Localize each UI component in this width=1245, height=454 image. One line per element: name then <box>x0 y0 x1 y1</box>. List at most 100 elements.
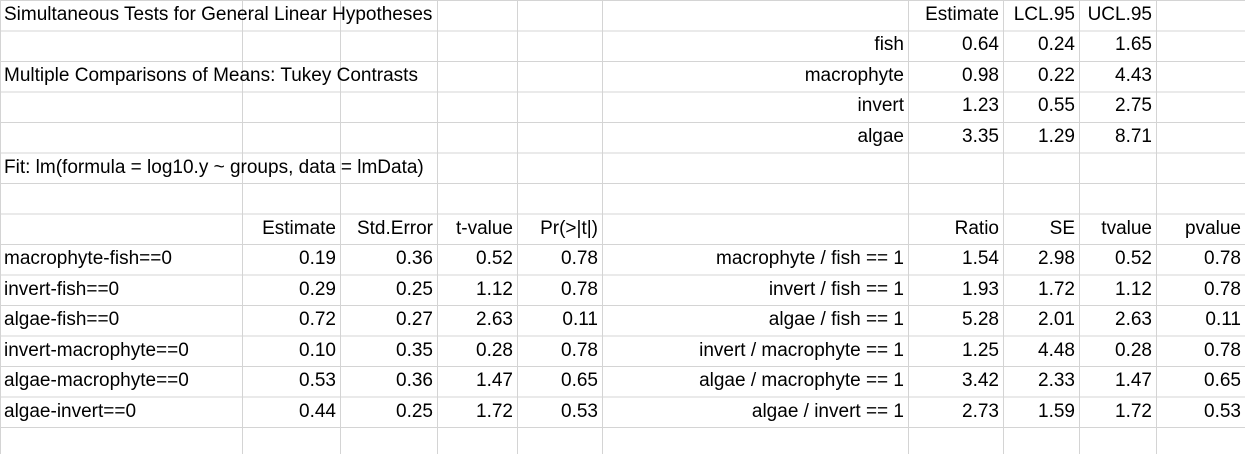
ci-row-estimate[interactable]: 3.35 <box>962 126 999 147</box>
ratio-row-ratio[interactable]: 1.25 <box>962 340 999 361</box>
tests-row-tvalue[interactable]: 1.47 <box>476 370 513 391</box>
tests-row-estimate[interactable]: 0.19 <box>299 248 336 269</box>
ratio-row-pvalue[interactable]: 0.78 <box>1204 279 1241 300</box>
ratio-header-pvalue[interactable]: pvalue <box>1185 218 1241 239</box>
ci-row-lcl[interactable]: 1.29 <box>1038 126 1075 147</box>
tests-row-tvalue[interactable]: 1.12 <box>476 279 513 300</box>
ratio-row-ratio[interactable]: 1.93 <box>962 279 999 300</box>
tests-row-label[interactable]: invert-macrophyte==0 <box>4 340 189 361</box>
ratio-row-tvalue[interactable]: 0.28 <box>1115 340 1152 361</box>
ratio-row-label[interactable]: invert / fish == 1 <box>768 279 904 300</box>
ratio-header-se[interactable]: SE <box>1049 218 1075 239</box>
ratio-row-label[interactable]: algae / macrophyte == 1 <box>699 370 904 391</box>
column-divider <box>437 0 438 454</box>
tests-row-stderror[interactable]: 0.35 <box>396 340 433 361</box>
ratio-row-se[interactable]: 2.98 <box>1038 248 1075 269</box>
ratio-row-se[interactable]: 1.59 <box>1038 401 1075 422</box>
tests-row-label[interactable]: invert-fish==0 <box>4 279 120 300</box>
title-cell[interactable]: Simultaneous Tests for General Linear Hy… <box>4 4 433 25</box>
subtitle-cell[interactable]: Multiple Comparisons of Means: Tukey Con… <box>4 65 418 86</box>
ci-row-ucl[interactable]: 8.71 <box>1115 126 1152 147</box>
ratio-row-ratio[interactable]: 5.28 <box>962 309 999 330</box>
ci-row-lcl[interactable]: 0.55 <box>1038 95 1075 116</box>
ci-row-label[interactable]: algae <box>857 126 905 147</box>
tests-row-stderror[interactable]: 0.36 <box>396 370 433 391</box>
column-divider <box>517 0 518 454</box>
tests-row-tvalue[interactable]: 0.28 <box>476 340 513 361</box>
tests-row-estimate[interactable]: 0.10 <box>299 340 336 361</box>
tests-row-pvalue[interactable]: 0.53 <box>561 401 598 422</box>
tests-row-pvalue[interactable]: 0.11 <box>562 309 598 330</box>
ratio-header-tvalue[interactable]: tvalue <box>1101 218 1152 239</box>
ci-row-estimate[interactable]: 1.23 <box>962 95 999 116</box>
ci-row-ucl[interactable]: 2.75 <box>1115 95 1152 116</box>
tests-row-pvalue[interactable]: 0.78 <box>561 340 598 361</box>
column-divider <box>908 0 909 454</box>
ratio-row-tvalue[interactable]: 1.72 <box>1115 401 1152 422</box>
ratio-row-pvalue[interactable]: 0.65 <box>1204 370 1241 391</box>
tests-header-estimate[interactable]: Estimate <box>262 218 336 239</box>
ratio-row-pvalue[interactable]: 0.78 <box>1204 340 1241 361</box>
ratio-row-tvalue[interactable]: 1.12 <box>1115 279 1152 300</box>
ratio-row-tvalue[interactable]: 2.63 <box>1115 309 1152 330</box>
tests-row-pvalue[interactable]: 0.65 <box>561 370 598 391</box>
ci-row-lcl[interactable]: 0.22 <box>1038 65 1075 86</box>
tests-row-pvalue[interactable]: 0.78 <box>561 279 598 300</box>
ci-header-lcl[interactable]: LCL.95 <box>1013 4 1075 25</box>
ratio-row-label[interactable]: algae / fish == 1 <box>768 309 904 330</box>
column-divider <box>602 0 603 454</box>
ci-row-ucl[interactable]: 4.43 <box>1115 65 1152 86</box>
ci-row-estimate[interactable]: 0.64 <box>962 34 999 55</box>
tests-row-tvalue[interactable]: 1.72 <box>476 401 513 422</box>
ratio-row-se[interactable]: 1.72 <box>1038 279 1075 300</box>
ci-row-estimate[interactable]: 0.98 <box>962 65 999 86</box>
tests-row-estimate[interactable]: 0.53 <box>299 370 336 391</box>
tests-row-estimate[interactable]: 0.72 <box>299 309 336 330</box>
ci-row-label[interactable]: macrophyte <box>804 65 904 86</box>
tests-row-label[interactable]: algae-invert==0 <box>4 401 137 422</box>
column-divider <box>1079 0 1080 454</box>
tests-row-estimate[interactable]: 0.29 <box>299 279 336 300</box>
column-divider <box>1156 0 1157 454</box>
ratio-row-label[interactable]: invert / macrophyte == 1 <box>699 340 904 361</box>
ratio-row-se[interactable]: 2.01 <box>1038 309 1075 330</box>
tests-row-pvalue[interactable]: 0.78 <box>561 248 598 269</box>
ratio-row-pvalue[interactable]: 0.78 <box>1204 248 1241 269</box>
ci-row-ucl[interactable]: 1.65 <box>1115 34 1152 55</box>
tests-row-tvalue[interactable]: 2.63 <box>476 309 513 330</box>
ratio-row-se[interactable]: 2.33 <box>1038 370 1075 391</box>
ratio-row-label[interactable]: macrophyte / fish == 1 <box>716 248 904 269</box>
tests-header-stderror[interactable]: Std.Error <box>356 218 433 239</box>
fit-formula-cell[interactable]: Fit: lm(formula = log10.y ~ groups, data… <box>4 157 424 178</box>
ci-row-label[interactable]: invert <box>857 95 904 116</box>
column-divider <box>242 0 243 454</box>
ci-header-estimate[interactable]: Estimate <box>925 4 999 25</box>
tests-row-stderror[interactable]: 0.25 <box>396 279 433 300</box>
tests-row-estimate[interactable]: 0.44 <box>299 401 336 422</box>
tests-row-label[interactable]: macrophyte-fish==0 <box>4 248 172 269</box>
ci-row-lcl[interactable]: 0.24 <box>1038 34 1075 55</box>
ratio-header-ratio[interactable]: Ratio <box>954 218 999 239</box>
tests-row-stderror[interactable]: 0.36 <box>396 248 433 269</box>
column-divider <box>1003 0 1004 454</box>
ci-row-label[interactable]: fish <box>874 34 904 55</box>
ci-header-ucl[interactable]: UCL.95 <box>1087 4 1152 25</box>
ratio-row-ratio[interactable]: 1.54 <box>962 248 999 269</box>
ratio-row-ratio[interactable]: 2.73 <box>962 401 999 422</box>
tests-header-pvalue[interactable]: Pr(>|t|) <box>540 218 598 239</box>
tests-header-tvalue[interactable]: t-value <box>455 218 513 239</box>
tests-row-label[interactable]: algae-fish==0 <box>4 309 120 330</box>
tests-row-tvalue[interactable]: 0.52 <box>476 248 513 269</box>
ratio-row-pvalue[interactable]: 0.11 <box>1205 309 1241 330</box>
tests-row-label[interactable]: algae-macrophyte==0 <box>4 370 189 391</box>
ratio-row-pvalue[interactable]: 0.53 <box>1204 401 1241 422</box>
ratio-row-tvalue[interactable]: 1.47 <box>1115 370 1152 391</box>
column-divider <box>340 0 341 454</box>
tests-row-stderror[interactable]: 0.27 <box>396 309 433 330</box>
tests-row-stderror[interactable]: 0.25 <box>396 401 433 422</box>
ratio-row-label[interactable]: algae / invert == 1 <box>751 401 904 422</box>
ratio-row-ratio[interactable]: 3.42 <box>962 370 999 391</box>
ratio-row-se[interactable]: 4.48 <box>1038 340 1075 361</box>
ratio-row-tvalue[interactable]: 0.52 <box>1115 248 1152 269</box>
